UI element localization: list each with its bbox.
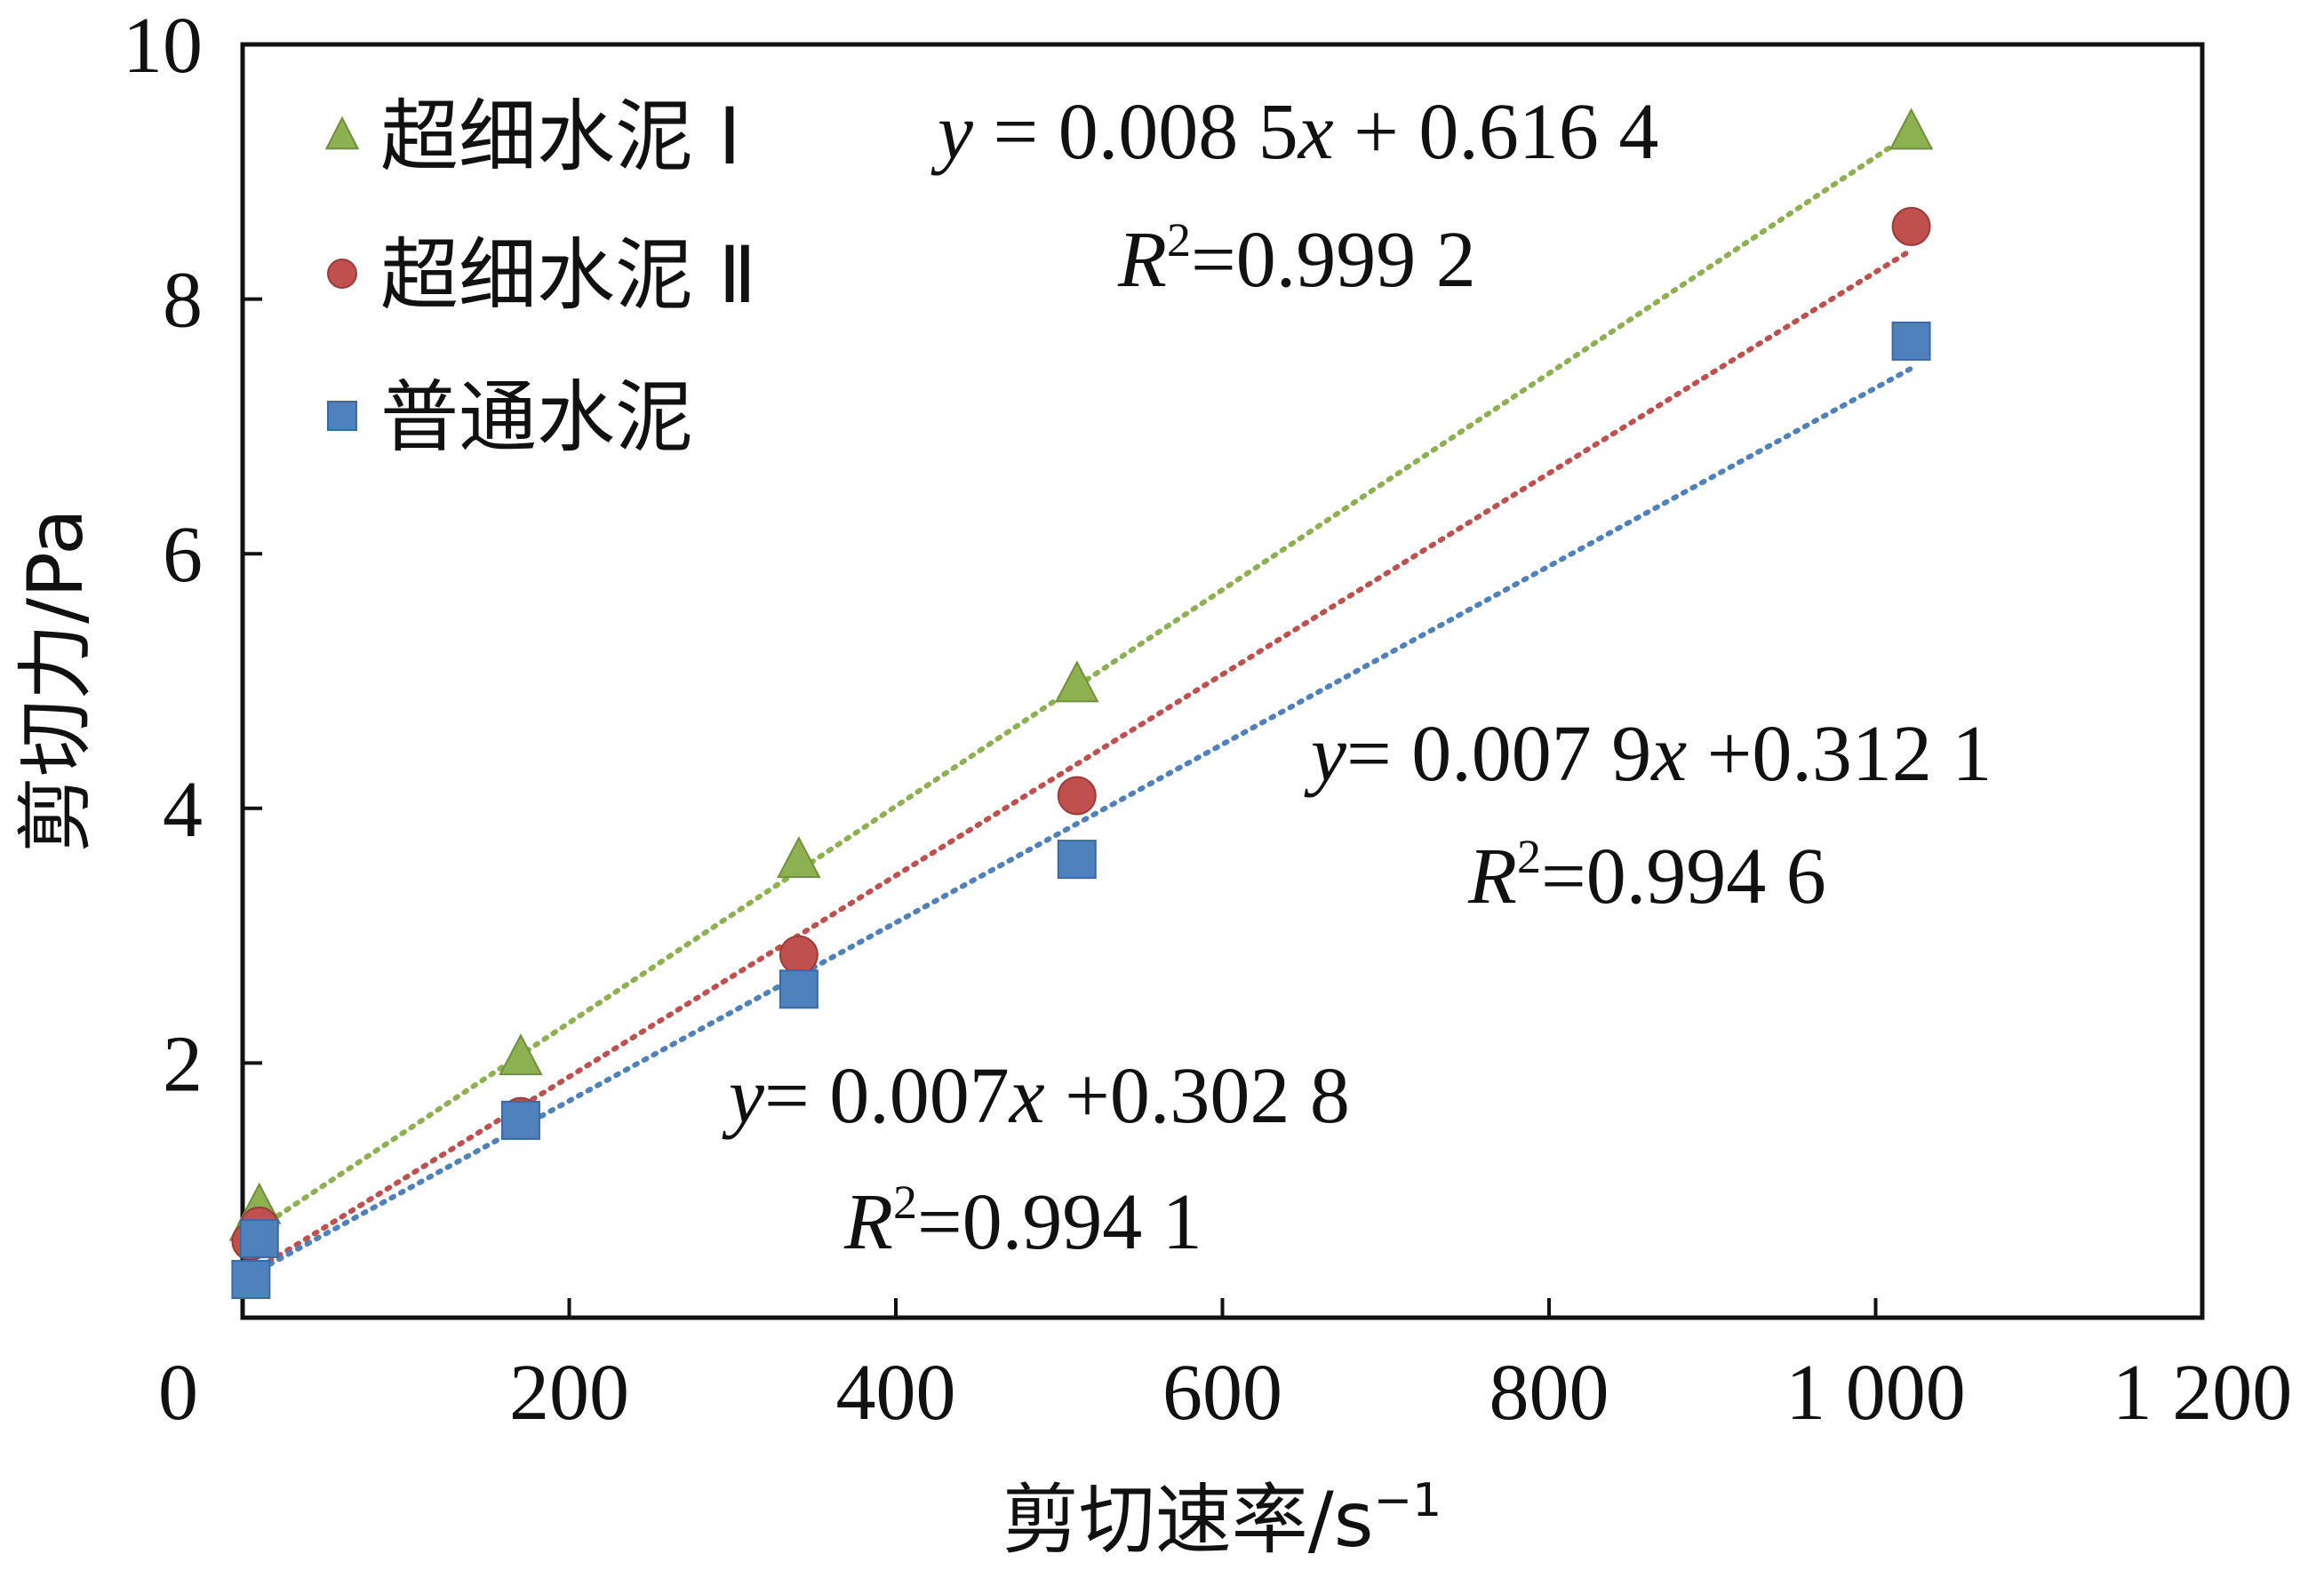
- r-squared-label: R2=0.999 2: [1117, 213, 1476, 304]
- legend: 超细水泥 Ⅰ 超细水泥 Ⅱ 普通水泥: [324, 91, 756, 463]
- data-point-triangle: [777, 836, 821, 879]
- x-axis-title: 剪切速率/s−1: [1002, 1474, 1442, 1565]
- x-tick-label: 1 200: [2112, 1349, 2293, 1437]
- legend-marker-triangle: [324, 116, 360, 150]
- data-point-triangle: [1055, 660, 1099, 703]
- legend-marker-circle: [327, 259, 357, 289]
- equation-annotations: y = 0.008 5x + 0.616 4 R2=0.999 2 y= 0.007…: [722, 88, 1992, 1266]
- legend-label: 普通水泥: [380, 371, 693, 463]
- x-tick-label: 800: [1489, 1349, 1609, 1437]
- data-point-square: [1057, 840, 1097, 880]
- legend-marker-square: [327, 401, 357, 431]
- r-squared-label: R2=0.994 6: [1467, 830, 1826, 921]
- x-tick-label: 1 000: [1785, 1349, 1966, 1437]
- trendline-equation: y= 0.007 9x +0.312 1: [1304, 710, 1992, 798]
- data-point-square: [239, 1219, 279, 1259]
- data-point-circle: [1891, 206, 1931, 246]
- x-tick-label: 600: [1162, 1349, 1282, 1437]
- data-points: [228, 108, 1934, 1300]
- x-tick-label: 200: [509, 1349, 629, 1437]
- y-axis-ticks: 2 4 6 8 10: [123, 2, 262, 1108]
- x-tick-label: 400: [836, 1349, 956, 1437]
- data-point-triangle: [1889, 108, 1934, 150]
- x-axis-ticks: 0 200 400 600 800 1 000 1 200: [158, 1298, 2292, 1437]
- trendline-equation: y = 0.008 5x + 0.616 4: [930, 88, 1658, 176]
- y-tick-label: 4: [163, 766, 203, 854]
- data-point-square: [231, 1260, 271, 1300]
- data-point-square: [500, 1100, 540, 1140]
- y-tick-label: 10: [123, 2, 203, 90]
- trendline: [248, 365, 1914, 1278]
- data-point-square: [1891, 321, 1931, 361]
- trendline-equation: y= 0.007x +0.302 8: [722, 1052, 1350, 1140]
- x-tick-label: 0: [158, 1349, 198, 1437]
- y-axis-title: 剪切力/Pa: [12, 508, 100, 853]
- y-tick-label: 2: [163, 1020, 203, 1108]
- data-point-triangle: [499, 1033, 543, 1076]
- legend-label: 超细水泥 Ⅰ: [380, 91, 741, 182]
- r-squared-label: R2=0.994 1: [843, 1176, 1202, 1266]
- legend-label: 超细水泥 Ⅱ: [380, 229, 756, 321]
- y-tick-label: 6: [163, 511, 203, 599]
- data-point-circle: [779, 935, 819, 975]
- data-point-circle: [1057, 776, 1097, 816]
- y-tick-label: 8: [163, 257, 203, 345]
- data-point-square: [779, 969, 819, 1009]
